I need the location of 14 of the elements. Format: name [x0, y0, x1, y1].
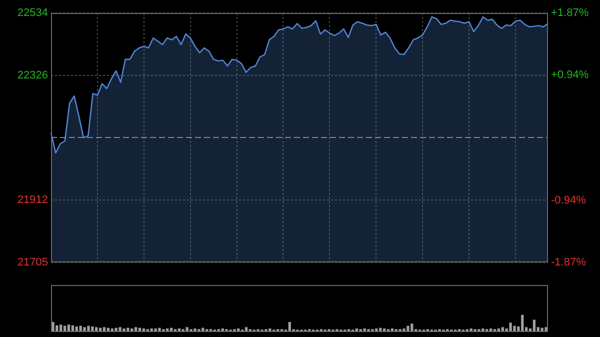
bar [509, 322, 512, 332]
bar [83, 327, 86, 332]
y-tick-label: 21705 [17, 256, 48, 268]
bar [118, 327, 122, 332]
y-tick-label: 22326 [17, 70, 48, 82]
bar [406, 326, 410, 332]
bar [513, 326, 516, 332]
y2-tick-label: -0.94% [551, 194, 586, 206]
y-tick-label: 22534 [17, 7, 48, 20]
y2-tick-label: -1.87% [551, 256, 586, 268]
y-tick-label: 21912 [17, 194, 48, 206]
y2-tick-label: +0.94% [551, 69, 589, 82]
bar [87, 326, 90, 332]
y2-tick-label: +1.87% [551, 7, 589, 20]
